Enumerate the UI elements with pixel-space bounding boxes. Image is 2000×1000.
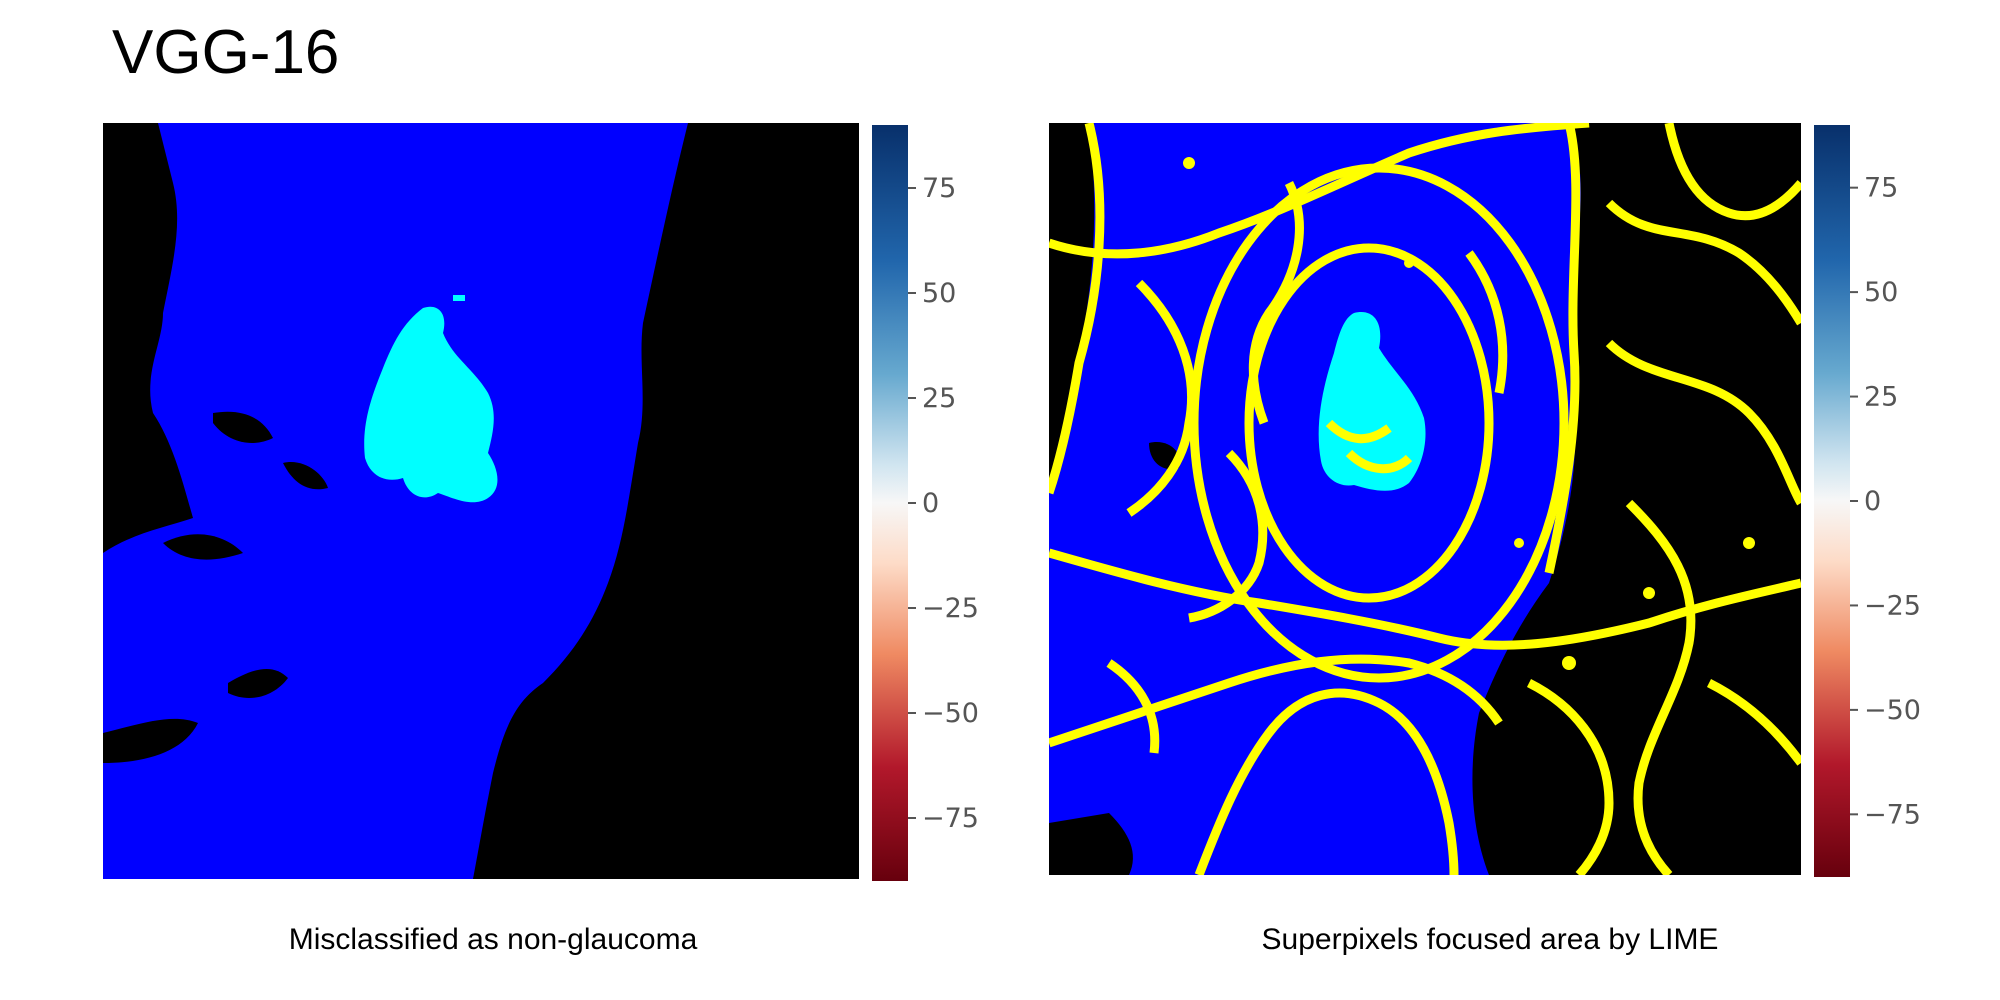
colorbar-right: 75 50 25 0 −25 −50 −75 <box>1814 125 1921 877</box>
superpixel-boundaries <box>1049 123 1801 875</box>
colorbar-ticks: 75 50 25 0 −25 −50 −75 <box>908 173 979 834</box>
colorbar-tick-label: 50 <box>1864 277 1898 308</box>
colorbar-tick-label: 25 <box>1864 382 1898 413</box>
colorbar-tick-label: 25 <box>922 383 956 414</box>
colorbar-tick-label: −75 <box>1864 799 1921 830</box>
colorbar-tick-label: −25 <box>922 593 979 624</box>
colorbar-gradient <box>1814 125 1850 877</box>
figure-title: VGG-16 <box>112 18 340 87</box>
colorbar-tick-label: 75 <box>1864 173 1898 204</box>
superpixel-boundaries-image <box>1049 123 1801 875</box>
colorbar-tick-label: 0 <box>922 488 939 519</box>
colorbar-tick-label: −50 <box>1864 695 1921 726</box>
colorbar-tick-label: −25 <box>1864 590 1921 621</box>
colorbar-tick-label: −50 <box>922 698 979 729</box>
colorbar-tick-label: 75 <box>922 173 956 204</box>
colorbar-tick-label: 0 <box>1864 486 1881 517</box>
colorbar-gradient <box>872 125 908 881</box>
colorbar-left: 75 50 25 0 −25 −50 −75 <box>872 125 979 881</box>
colorbar-ticks: 75 50 25 0 −25 −50 −75 <box>1850 173 1921 830</box>
highlight-region <box>364 306 498 503</box>
colorbar-tick-label: 50 <box>922 278 956 309</box>
panel-caption-right: Superpixels focused area by LIME <box>1261 923 1719 956</box>
colorbar-tick-label: −75 <box>922 803 979 834</box>
highlight-region <box>1318 312 1426 491</box>
explanation-mask-image <box>103 123 859 879</box>
panel-caption-left: Misclassified as non-glaucoma <box>288 923 698 956</box>
